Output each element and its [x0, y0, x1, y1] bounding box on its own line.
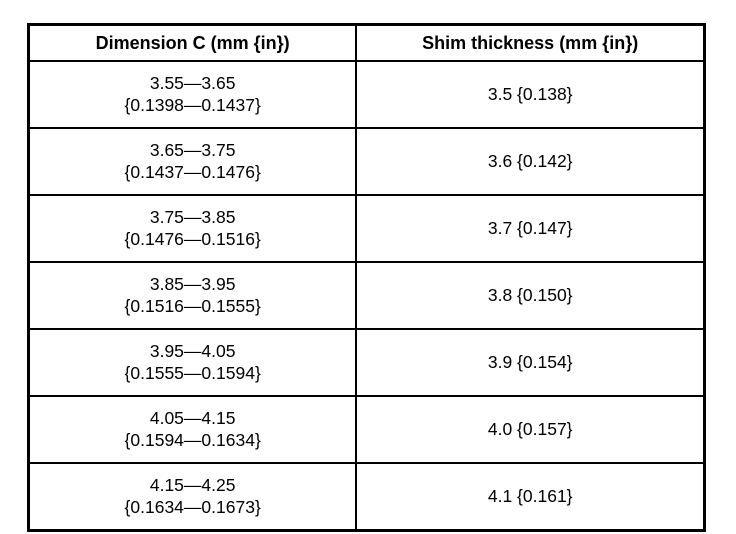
- shim-thickness-cell: 3.5 {0.138}: [355, 60, 706, 129]
- dimension-c-cell: 4.15—4.25 {0.1634—0.1673}: [27, 462, 358, 532]
- dimension-c-cell: 3.95—4.05 {0.1555—0.1594}: [27, 328, 358, 397]
- dimension-in-value: {0.1516—0.1555}: [124, 295, 261, 316]
- shim-thickness-cell: 3.9 {0.154}: [355, 328, 706, 397]
- dimension-c-cell: 3.65—3.75 {0.1437—0.1476}: [27, 127, 358, 196]
- dimension-mm-value: 4.05—4.15: [149, 407, 236, 428]
- dimension-c-cell: 3.75—3.85 {0.1476—0.1516}: [27, 194, 358, 263]
- table-row: 3.85—3.95 {0.1516—0.1555} 3.8 {0.150}: [27, 261, 706, 330]
- shim-thickness-cell: 3.6 {0.142}: [355, 127, 706, 196]
- dimension-c-cell: 3.55—3.65 {0.1398—0.1437}: [27, 60, 358, 129]
- dimension-mm-value: 3.95—4.05: [149, 340, 236, 361]
- dimension-mm-value: 3.65—3.75: [149, 139, 236, 160]
- dimension-in-value: {0.1555—0.1594}: [124, 362, 261, 383]
- shim-thickness-cell: 3.7 {0.147}: [355, 194, 706, 263]
- dimension-mm-value: 3.55—3.65: [149, 72, 236, 93]
- shim-thickness-cell: 4.0 {0.157}: [355, 395, 706, 464]
- shim-thickness-table: Dimension C (mm {in}) Shim thickness (mm…: [27, 23, 706, 532]
- header-row: Dimension C (mm {in}) Shim thickness (mm…: [27, 23, 706, 62]
- column-header-dimension-c: Dimension C (mm {in}): [27, 23, 358, 62]
- table-row: 3.95—4.05 {0.1555—0.1594} 3.9 {0.154}: [27, 328, 706, 397]
- dimension-in-value: {0.1594—0.1634}: [124, 429, 261, 450]
- dimension-in-value: {0.1476—0.1516}: [124, 228, 261, 249]
- dimension-c-cell: 4.05—4.15 {0.1594—0.1634}: [27, 395, 358, 464]
- dimension-in-value: {0.1437—0.1476}: [124, 161, 261, 182]
- table-row: 3.65—3.75 {0.1437—0.1476} 3.6 {0.142}: [27, 127, 706, 196]
- dimension-mm-value: 3.75—3.85: [149, 206, 236, 227]
- column-header-shim-thickness: Shim thickness (mm {in}): [355, 23, 706, 62]
- dimension-mm-value: 3.85—3.95: [149, 273, 236, 294]
- shim-thickness-cell: 4.1 {0.161}: [355, 462, 706, 532]
- dimension-mm-value: 4.15—4.25: [149, 474, 236, 495]
- table-row: 4.15—4.25 {0.1634—0.1673} 4.1 {0.161}: [27, 462, 706, 532]
- table-row: 3.55—3.65 {0.1398—0.1437} 3.5 {0.138}: [27, 60, 706, 129]
- dimension-c-cell: 3.85—3.95 {0.1516—0.1555}: [27, 261, 358, 330]
- table-row: 3.75—3.85 {0.1476—0.1516} 3.7 {0.147}: [27, 194, 706, 263]
- dimension-in-value: {0.1634—0.1673}: [124, 496, 261, 517]
- dimension-in-value: {0.1398—0.1437}: [124, 94, 261, 115]
- table-row: 4.05—4.15 {0.1594—0.1634} 4.0 {0.157}: [27, 395, 706, 464]
- shim-thickness-cell: 3.8 {0.150}: [355, 261, 706, 330]
